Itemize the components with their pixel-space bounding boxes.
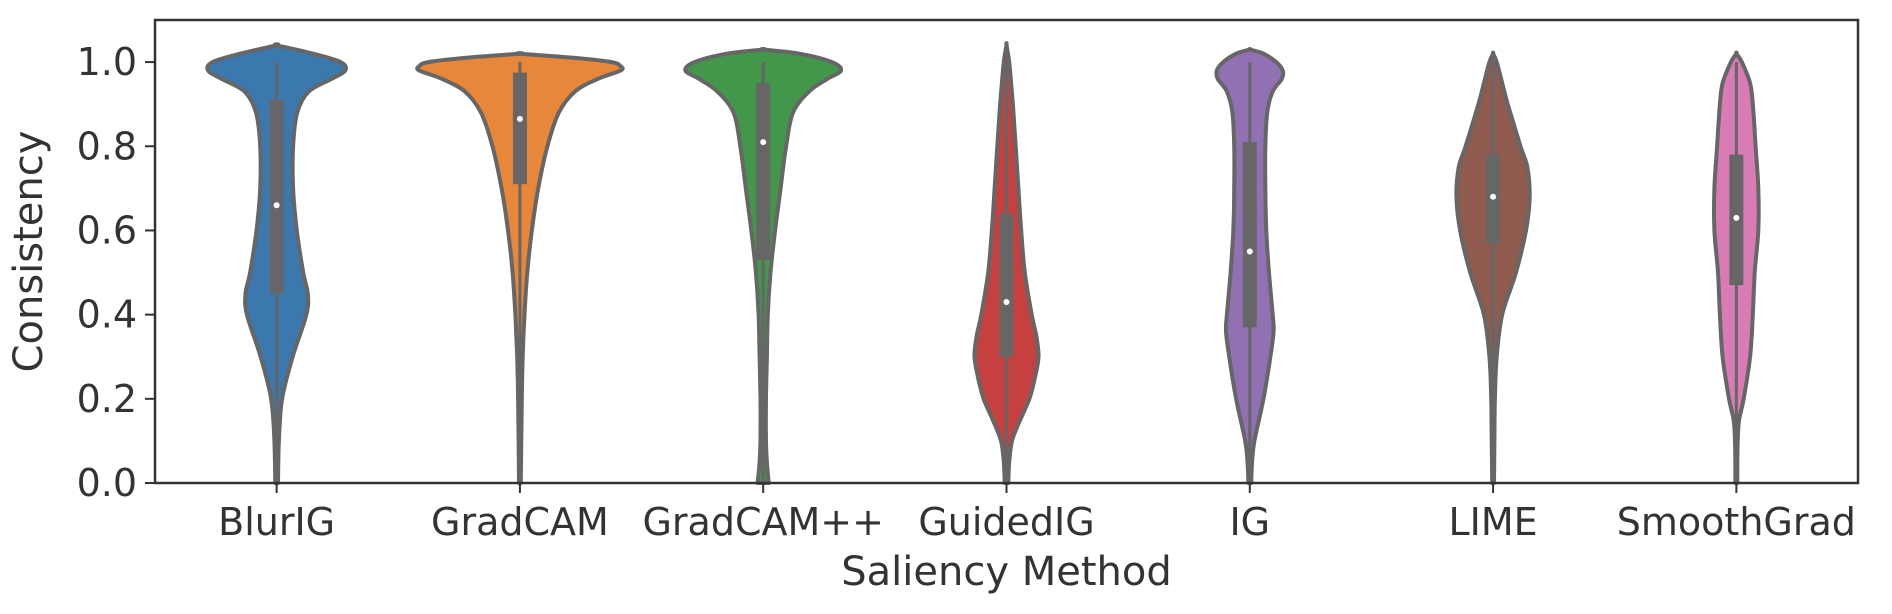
violin-lime (1454, 50, 1532, 485)
violin-median-dot (760, 139, 767, 146)
x-axis-ticks: BlurIG GradCAM GradCAM++ GuidedIG IG LIME Smoo… (218, 483, 1856, 544)
x-tick-label: BlurIG (218, 500, 335, 544)
violin-iqr-box (512, 72, 527, 185)
violin-iqr-box (756, 83, 771, 260)
violin-gradcam (415, 51, 625, 485)
plot-frame (153, 18, 1860, 485)
violin-ig (1214, 46, 1286, 485)
x-axis-label: Saliency Method (841, 549, 1172, 595)
violin-median-dot (1733, 214, 1740, 221)
y-tick-label: 0.0 (77, 461, 137, 505)
x-tick-label: GradCAM (431, 500, 609, 544)
violin-iqr-box (999, 213, 1014, 357)
y-tick-label: 0.4 (77, 293, 137, 337)
violin-median-dot (273, 202, 280, 209)
x-tick-label: IG (1229, 500, 1270, 544)
violin-guidedig (972, 41, 1041, 485)
x-tick-label: GuidedIG (918, 500, 1094, 544)
y-axis-ticks: 0.0 0.2 0.4 0.6 0.8 1.0 (77, 40, 155, 505)
violin-median-dot (1003, 299, 1010, 306)
y-tick-label: 0.2 (77, 377, 137, 421)
violin-smoothgrad (1711, 50, 1761, 485)
y-tick-label: 0.6 (77, 208, 137, 252)
violin-median-dot (1246, 248, 1253, 255)
violin-blurig (205, 42, 348, 485)
violin-iqr-box (269, 99, 284, 294)
x-tick-label: GradCAM++ (642, 500, 883, 544)
x-tick-label: SmoothGrad (1617, 500, 1856, 544)
violin-iqr-box (1242, 142, 1257, 328)
violin-median-dot (516, 115, 523, 122)
x-tick-label: LIME (1448, 500, 1537, 544)
violins-layer (205, 41, 1761, 485)
y-tick-label: 1.0 (77, 40, 137, 84)
y-axis-label: Consistency (6, 131, 52, 373)
violin-median-dot (1490, 193, 1497, 200)
y-tick-label: 0.8 (77, 124, 137, 168)
violin-gradcamplusplus (683, 46, 844, 485)
